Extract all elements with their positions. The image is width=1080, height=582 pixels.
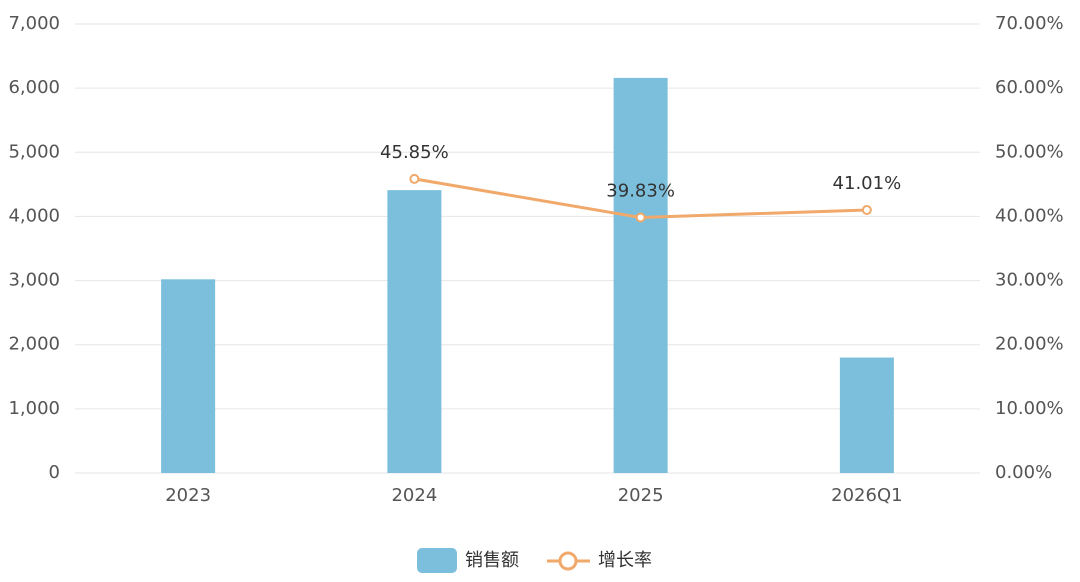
y2-tick-label: 10.00% [995, 398, 1064, 419]
legend-swatch [417, 548, 457, 573]
line-point [861, 204, 872, 215]
y-tick-label: 4,000 [8, 205, 60, 226]
y-tick-label: 1,000 [8, 398, 60, 419]
data-label: 45.85% [380, 142, 449, 163]
y2-tick-label: 60.00% [995, 77, 1064, 98]
y2-tick-label: 70.00% [995, 13, 1064, 34]
data-label: 39.83% [606, 181, 675, 202]
y-tick-label: 6,000 [8, 77, 60, 98]
y-tick-label: 3,000 [8, 270, 60, 291]
y2-tick-label: 0.00% [995, 462, 1052, 483]
x-tick-label: 2024 [391, 485, 437, 506]
y-tick-label: 7,000 [8, 13, 60, 34]
legend-label: 销售额 [465, 550, 519, 571]
x-tick-label: 2026Q1 [831, 485, 902, 506]
data-label: 41.01% [833, 173, 902, 194]
bar [161, 279, 216, 473]
bar [839, 357, 894, 473]
y2-tick-label: 40.00% [995, 205, 1064, 226]
y2-tick-label: 20.00% [995, 334, 1064, 355]
line-point [409, 173, 420, 184]
legend-swatch [558, 551, 578, 571]
y2-tick-label: 30.00% [995, 270, 1064, 291]
y-tick-label: 2,000 [8, 334, 60, 355]
bar [613, 77, 668, 473]
line-point [635, 212, 646, 223]
bar [387, 190, 442, 473]
x-tick-label: 2023 [165, 485, 211, 506]
x-tick-label: 2025 [618, 485, 664, 506]
y2-tick-label: 50.00% [995, 141, 1064, 162]
legend-label: 增长率 [598, 550, 652, 571]
y-tick-label: 0 [49, 462, 60, 483]
y-tick-label: 5,000 [8, 141, 60, 162]
